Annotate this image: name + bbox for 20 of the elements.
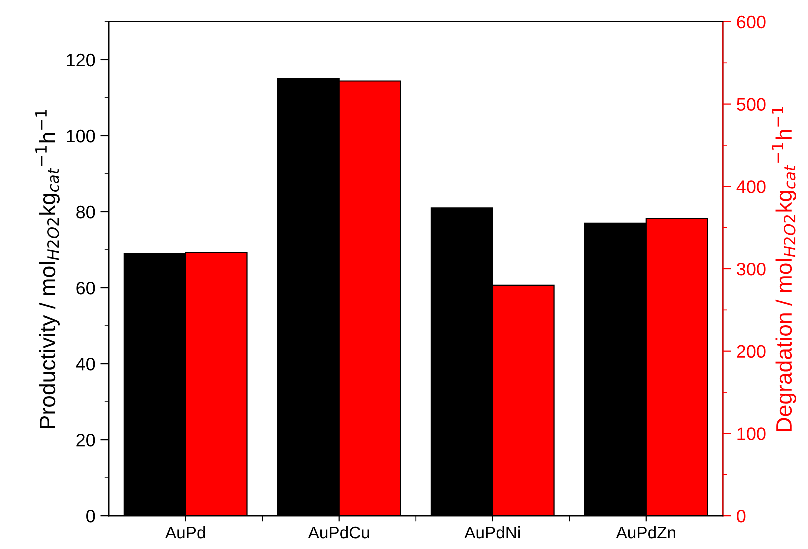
x-tick-label: AuPd <box>165 526 206 539</box>
y2-tick-label: 200 <box>737 345 766 358</box>
x-tick-label: AuPdCu <box>308 526 370 539</box>
y2-tick-label: 400 <box>736 180 766 194</box>
y-tick-label: 100 <box>67 130 96 143</box>
y2-tick-label: 100 <box>738 428 766 440</box>
x-tick-label: AuPdZn <box>616 526 676 539</box>
y2-tick-label: 600 <box>737 16 766 29</box>
y-tick-label: 60 <box>76 282 96 295</box>
y2-tick-label: 300 <box>737 262 766 276</box>
x-tick-label: AuPdNi <box>464 526 520 539</box>
y-axis-title: Productivity / mol$_{H2O2}$kg$_{cat}$$^{−1}$h$^{−1}$ <box>36 110 60 428</box>
y-tick-label: 40 <box>76 358 96 371</box>
y2-tick-label: 0 <box>737 510 746 523</box>
y-tick-label: 80 <box>76 206 96 219</box>
y2-tick-label: 500 <box>737 98 766 112</box>
y-tick-label: 0 <box>86 510 96 523</box>
y-tick-label: 20 <box>76 434 96 447</box>
y2-axis-title: Degradation / mol$_{H2O2}$kg$_{cat}$$^{−1}$h$^{−1}$ <box>772 106 796 432</box>
y-tick-label: 120 <box>67 54 96 67</box>
